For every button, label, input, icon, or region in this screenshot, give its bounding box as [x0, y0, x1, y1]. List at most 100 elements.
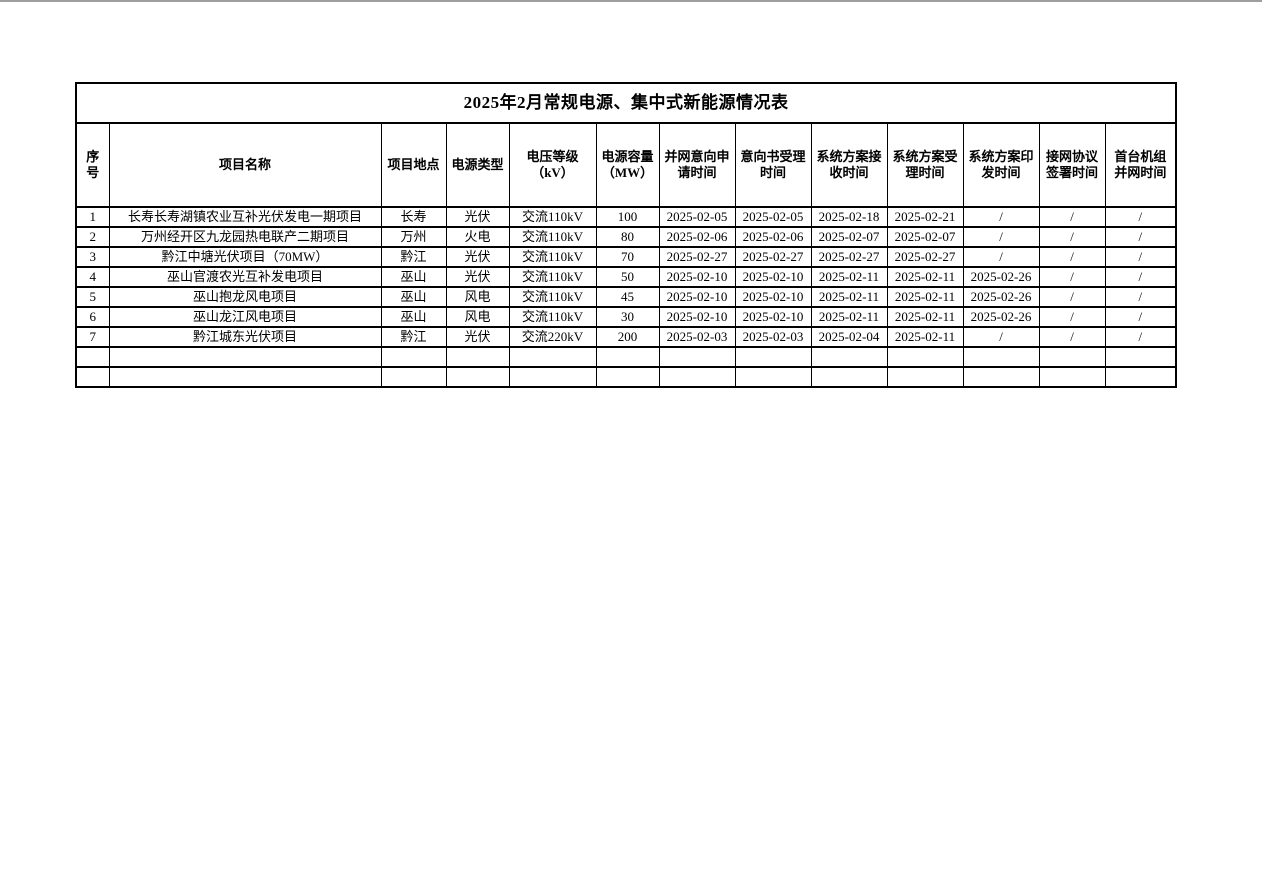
cell-project_name: 巫山抱龙风电项目	[108, 286, 382, 308]
cell-plan_receive_time: 2025-02-04	[810, 326, 888, 348]
cell-intent_accept_time: 2025-02-06	[734, 226, 812, 248]
cell-voltage_level: 交流110kV	[508, 226, 597, 248]
empty-cell-plan_receive_time	[810, 366, 888, 388]
empty-cell-voltage_level	[508, 346, 597, 368]
empty-cell-agreement_sign_time	[1038, 346, 1106, 368]
cell-agreement_sign_time: /	[1038, 226, 1106, 248]
cell-capacity: 80	[595, 226, 660, 248]
cell-plan_receive_time: 2025-02-07	[810, 226, 888, 248]
cell-seq: 3	[75, 246, 110, 268]
cell-first_unit_grid_time: /	[1104, 266, 1177, 288]
empty-cell-project_name	[108, 346, 382, 368]
cell-capacity: 50	[595, 266, 660, 288]
cell-plan_issue_time: 2025-02-26	[962, 306, 1040, 328]
empty-cell-plan_issue_time	[962, 366, 1040, 388]
cell-grid_intent_apply_time: 2025-02-05	[658, 206, 736, 228]
table-row: 2 万州经开区九龙园热电联产二期项目 万州 火电 交流110kV 80 2025-02-06…	[75, 226, 1177, 248]
empty-cell-intent_accept_time	[734, 366, 812, 388]
cell-grid_intent_apply_time: 2025-02-10	[658, 306, 736, 328]
empty-cell-grid_intent_apply_time	[658, 346, 736, 368]
table-row: 3 黔江中塘光伏项目（70MW） 黔江 光伏 交流110kV 70 2025-02-27 20…	[75, 246, 1177, 268]
cell-project_name: 黔江城东光伏项目	[108, 326, 382, 348]
cell-power_type: 光伏	[445, 326, 510, 348]
cell-intent_accept_time: 2025-02-10	[734, 306, 812, 328]
column-header-seq: 序号	[75, 122, 110, 208]
cell-project_name: 长寿长寿湖镇农业互补光伏发电一期项目	[108, 206, 382, 228]
cell-project_name: 巫山官渡农光互补发电项目	[108, 266, 382, 288]
cell-plan_issue_time: /	[962, 246, 1040, 268]
cell-power_type: 风电	[445, 286, 510, 308]
cell-voltage_level: 交流110kV	[508, 246, 597, 268]
cell-plan_accept_time: 2025-02-11	[886, 286, 964, 308]
cell-location: 黔江	[380, 326, 447, 348]
cell-grid_intent_apply_time: 2025-02-27	[658, 246, 736, 268]
cell-intent_accept_time: 2025-02-10	[734, 286, 812, 308]
empty-cell-plan_receive_time	[810, 346, 888, 368]
table-row: 6 巫山龙江风电项目 巫山 风电 交流110kV 30 2025-02-10 2025-02-…	[75, 306, 1177, 328]
cell-plan_accept_time: 2025-02-21	[886, 206, 964, 228]
cell-intent_accept_time: 2025-02-27	[734, 246, 812, 268]
cell-agreement_sign_time: /	[1038, 206, 1106, 228]
column-header-intent_accept_time: 意向书受理时间	[734, 122, 812, 208]
cell-power_type: 风电	[445, 306, 510, 328]
column-header-first_unit_grid_time: 首台机组并网时间	[1104, 122, 1177, 208]
cell-intent_accept_time: 2025-02-05	[734, 206, 812, 228]
empty-cell-capacity	[595, 366, 660, 388]
empty-cell-location	[380, 366, 447, 388]
cell-first_unit_grid_time: /	[1104, 226, 1177, 248]
table-title: 2025年2月常规电源、集中式新能源情况表	[75, 82, 1177, 124]
empty-cell-seq	[75, 346, 110, 368]
empty-cell-plan_accept_time	[886, 346, 964, 368]
cell-plan_issue_time: /	[962, 206, 1040, 228]
empty-cell-first_unit_grid_time	[1104, 366, 1177, 388]
cell-voltage_level: 交流110kV	[508, 286, 597, 308]
table-row: 5 巫山抱龙风电项目 巫山 风电 交流110kV 45 2025-02-10 2025-02-…	[75, 286, 1177, 308]
cell-agreement_sign_time: /	[1038, 246, 1106, 268]
cell-plan_accept_time: 2025-02-27	[886, 246, 964, 268]
cell-plan_issue_time: /	[962, 326, 1040, 348]
title-row: 2025年2月常规电源、集中式新能源情况表	[75, 82, 1177, 124]
column-header-power_type: 电源类型	[445, 122, 510, 208]
empty-cell-agreement_sign_time	[1038, 366, 1106, 388]
cell-agreement_sign_time: /	[1038, 266, 1106, 288]
report-table-container: 2025年2月常规电源、集中式新能源情况表 序号 项目名称 项目地点 电源类型 电压等级…	[75, 82, 1178, 388]
table-row: 7 黔江城东光伏项目 黔江 光伏 交流220kV 200 2025-02-03 2025-02…	[75, 326, 1177, 348]
column-header-plan_accept_time: 系统方案受理时间	[886, 122, 964, 208]
empty-cell-capacity	[595, 346, 660, 368]
cell-plan_accept_time: 2025-02-07	[886, 226, 964, 248]
empty-cell-plan_issue_time	[962, 346, 1040, 368]
cell-first_unit_grid_time: /	[1104, 306, 1177, 328]
empty-cell-plan_accept_time	[886, 366, 964, 388]
cell-first_unit_grid_time: /	[1104, 326, 1177, 348]
cell-plan_accept_time: 2025-02-11	[886, 266, 964, 288]
empty-row	[75, 346, 1177, 368]
cell-project_name: 黔江中塘光伏项目（70MW）	[108, 246, 382, 268]
cell-plan_issue_time: 2025-02-26	[962, 286, 1040, 308]
cell-seq: 2	[75, 226, 110, 248]
cell-capacity: 70	[595, 246, 660, 268]
column-header-plan_issue_time: 系统方案印发时间	[962, 122, 1040, 208]
cell-voltage_level: 交流220kV	[508, 326, 597, 348]
cell-plan_receive_time: 2025-02-18	[810, 206, 888, 228]
cell-seq: 1	[75, 206, 110, 228]
cell-intent_accept_time: 2025-02-03	[734, 326, 812, 348]
cell-plan_issue_time: /	[962, 226, 1040, 248]
empty-cell-power_type	[445, 346, 510, 368]
cell-location: 万州	[380, 226, 447, 248]
column-header-capacity: 电源容量（MW）	[595, 122, 660, 208]
window-top-edge	[0, 0, 1262, 2]
cell-first_unit_grid_time: /	[1104, 206, 1177, 228]
cell-location: 巫山	[380, 306, 447, 328]
cell-grid_intent_apply_time: 2025-02-03	[658, 326, 736, 348]
cell-voltage_level: 交流110kV	[508, 266, 597, 288]
empty-cell-location	[380, 346, 447, 368]
cell-power_type: 光伏	[445, 206, 510, 228]
cell-location: 黔江	[380, 246, 447, 268]
cell-plan_issue_time: 2025-02-26	[962, 266, 1040, 288]
cell-agreement_sign_time: /	[1038, 326, 1106, 348]
cell-first_unit_grid_time: /	[1104, 286, 1177, 308]
empty-cell-seq	[75, 366, 110, 388]
empty-cell-first_unit_grid_time	[1104, 346, 1177, 368]
cell-agreement_sign_time: /	[1038, 306, 1106, 328]
